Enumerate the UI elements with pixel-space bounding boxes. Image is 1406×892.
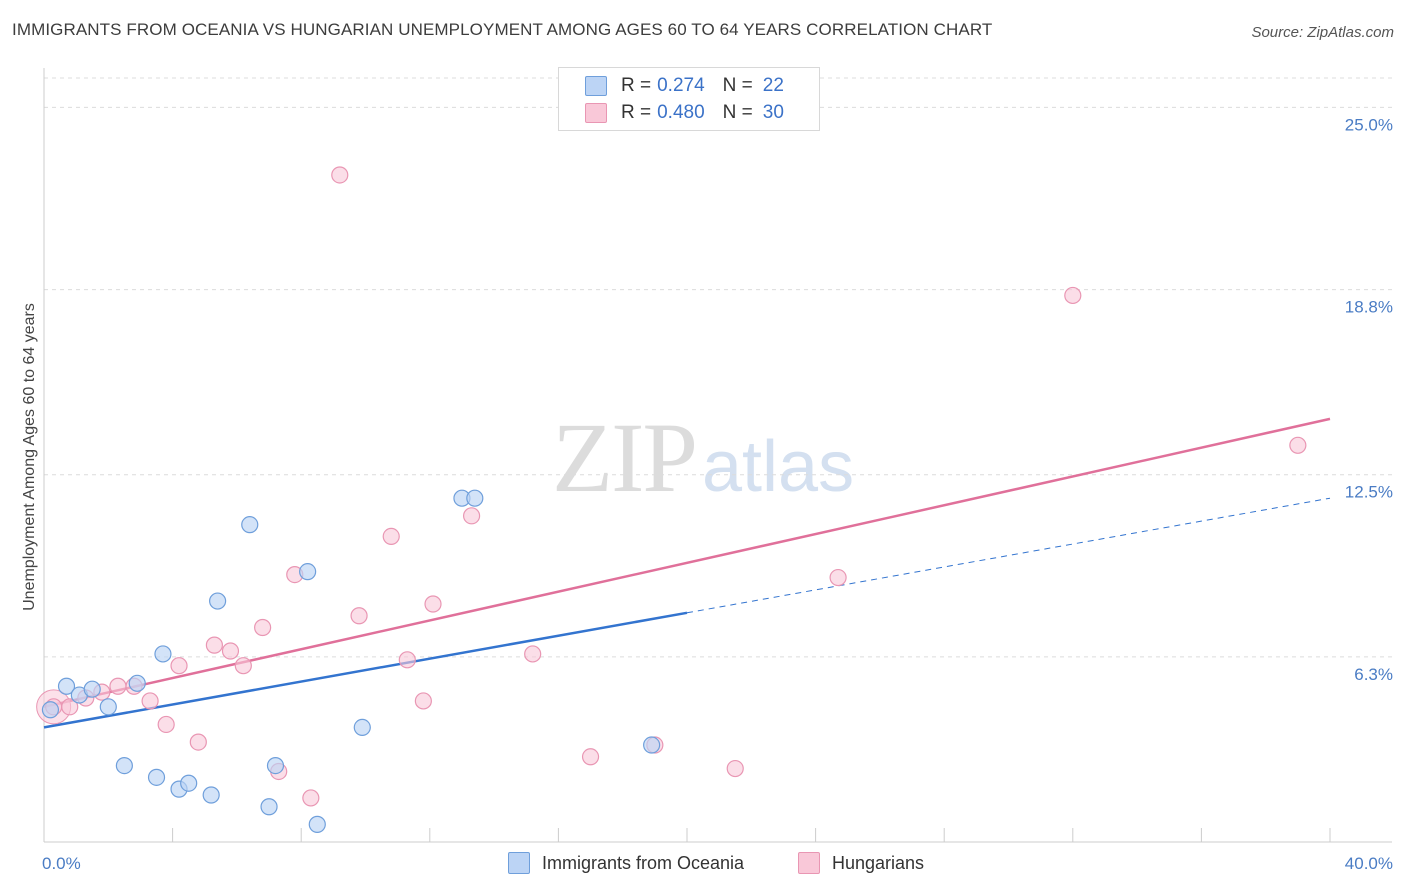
data-point-hungarians [462,507,481,525]
data-point-oceania [260,798,278,816]
legend-n-value: 30 [762,102,784,123]
data-point-hungarians [1289,436,1307,454]
grid-lines [44,77,1392,658]
data-point-hungarians [141,692,159,710]
bottom-legend-swatch-blue [508,852,530,874]
data-point-hungarians [234,657,252,675]
data-point-hungarians [1064,286,1082,305]
data-point-hungarians [61,698,79,716]
data-points [36,166,1307,833]
data-point-hungarians [205,636,223,654]
chart-title: IMMIGRANTS FROM OCEANIA VS HUNGARIAN UNE… [12,20,993,39]
data-point-hungarians [829,568,847,587]
data-point-oceania [154,645,172,663]
legend-r-value: 0.480 [657,102,705,123]
data-point-hungarians [382,527,400,546]
data-point-hungarians [398,651,416,669]
legend-n-value: 22 [762,75,784,96]
bottom-legend-oceania: Immigrants from Oceania [508,852,744,874]
source-credit: Source: ZipAtlas.com [1251,24,1394,41]
y-tick-label: 25.0% [1345,115,1393,134]
data-point-oceania [180,774,198,792]
bottom-legend-label-hungarians: Hungarians [832,852,925,873]
data-point-oceania [99,698,117,716]
data-point-oceania [41,701,60,719]
axes [43,68,1392,843]
watermark-atlas: atlas [702,427,855,507]
watermark: ZIPatlas [552,400,854,515]
data-point-hungarians [414,692,432,710]
tick-labels: 6.3% 12.5% 18.8% 25.0% 0.0% 40.0% [42,115,1393,873]
data-point-hungarians [109,677,127,695]
data-point-hungarians [331,166,349,184]
data-point-hungarians [424,595,442,613]
watermark-zip: ZIP [552,402,698,513]
data-point-hungarians [189,733,207,751]
data-point-oceania [57,677,76,695]
trend-line-oceania-extension [686,497,1331,614]
data-point-hungarians [350,607,368,625]
data-point-oceania [308,815,326,833]
data-point-oceania [83,680,101,698]
data-point-hungarians [157,715,175,734]
correlation-legend: R = 0.274 N = 22 R = 0.480 N = 30 [558,67,820,131]
x-tick-label: 40.0% [1345,854,1393,873]
data-point-oceania [266,756,285,775]
legend-n-label: N = [722,102,753,123]
legend-r-label: R = [621,102,652,123]
data-point-oceania [643,736,661,754]
data-point-hungarians [524,645,542,663]
x-tick-label: 0.0% [42,854,81,873]
legend-r-value: 0.274 [657,75,705,96]
data-point-oceania [241,516,259,534]
bottom-legend-swatch-pink [798,852,820,874]
trend-line-hungarians [43,417,1331,709]
data-point-oceania [202,786,220,804]
data-point-oceania [128,674,146,692]
trend-line-oceania [43,611,688,729]
data-point-oceania [147,768,166,786]
data-point-hungarians [581,748,600,766]
data-point-oceania [299,563,317,581]
legend-row-hungarians: R = 0.480 N = 30 [585,101,784,125]
data-point-oceania [353,718,371,737]
data-point-hungarians [726,759,744,778]
legend-n-label: N = [722,75,753,96]
data-point-hungarians [302,789,320,807]
legend-swatch-blue [585,76,607,96]
y-tick-label: 6.3% [1354,665,1393,684]
data-point-oceania [115,756,133,775]
bottom-legend-label-oceania: Immigrants from Oceania [542,852,745,873]
data-point-oceania [209,592,227,610]
legend-swatch-pink [585,103,607,123]
data-point-oceania [466,489,484,507]
data-point-hungarians [221,642,240,660]
data-point-hungarians [254,618,272,637]
trend-lines [43,417,1331,729]
bottom-legend-hungarians: Hungarians [798,852,924,874]
y-tick-label: 12.5% [1345,483,1393,502]
data-point-hungarians [170,657,188,675]
legend-r-label: R = [621,75,652,96]
y-tick-label: 18.8% [1345,298,1393,317]
legend-row-oceania: R = 0.274 N = 22 [585,74,784,98]
